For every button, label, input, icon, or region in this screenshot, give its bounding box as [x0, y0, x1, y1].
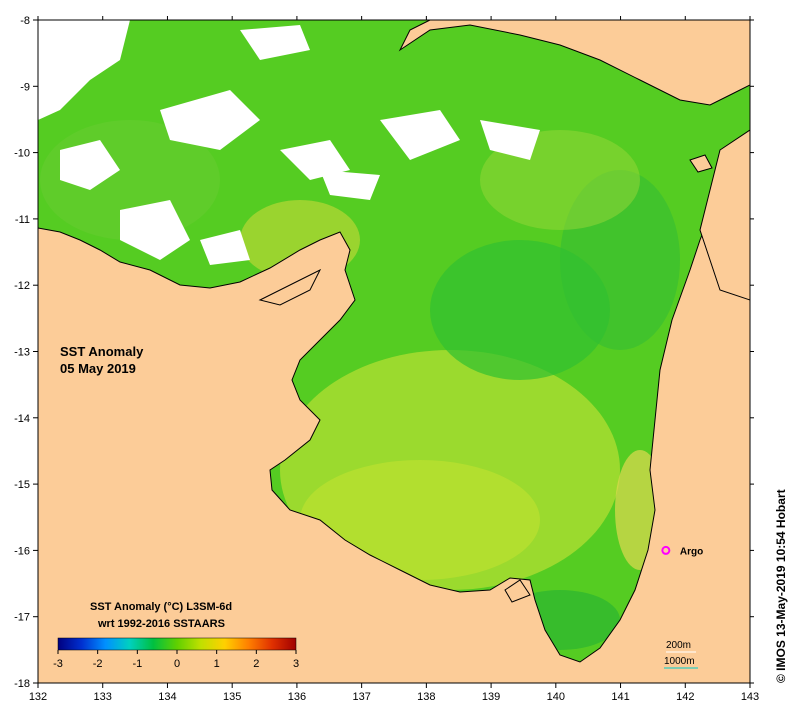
colorbar-bar	[57, 637, 297, 651]
y-tick-label: -14	[14, 413, 30, 425]
colorbar-tick-label: 1	[214, 658, 220, 670]
colorbar-tick-label: -1	[132, 658, 142, 670]
y-tick-label: -11	[15, 214, 30, 226]
contour-1000m-label: 1000m	[664, 656, 695, 667]
contour-legend: 200m 1000m	[664, 640, 698, 669]
map-title-line2: 05 May 2019	[60, 361, 136, 376]
x-tick-label: 136	[288, 691, 306, 703]
x-tick-label: 142	[676, 691, 694, 703]
y-tick-label: -18	[14, 678, 30, 690]
colorbar-tick-label: -3	[53, 658, 63, 670]
y-tick-label: -16	[14, 545, 30, 557]
y-axis: -8-9-10-11-12-13-14-15-16-17-18	[14, 15, 754, 690]
x-tick-label: 139	[482, 691, 500, 703]
contour-200m-label: 200m	[666, 640, 691, 651]
y-tick-label: -15	[14, 479, 30, 491]
colorbar-tick-label: 3	[293, 658, 299, 670]
y-tick-label: -13	[14, 347, 30, 359]
x-tick-label: 140	[547, 691, 565, 703]
colorbar-title-line2: wrt 1992-2016 SSTAARS	[97, 618, 225, 630]
imos-credit: © IMOS 13-May-2019 10:54 Hobart	[774, 489, 788, 683]
colorbar-title-line1: SST Anomaly (°C) L3SM-6d	[90, 601, 232, 613]
argo-label: Argo	[680, 546, 703, 557]
x-tick-label: 143	[741, 691, 759, 703]
y-tick-label: -12	[14, 280, 30, 292]
colorbar-tick-label: 2	[253, 658, 259, 670]
colorbar-ticks: -3 -2 -1 0 1 2 3	[53, 650, 299, 670]
cape-york-land	[699, 129, 750, 301]
y-tick-label: -10	[14, 148, 30, 160]
colorbar: SST Anomaly (°C) L3SM-6d wrt 1992-2016 S…	[53, 601, 299, 670]
land-masses	[38, 20, 750, 683]
x-tick-label: 135	[223, 691, 241, 703]
x-tick-label: 141	[611, 691, 629, 703]
colorbar-tick-label: -2	[93, 658, 103, 670]
x-tick-label: 133	[94, 691, 112, 703]
map-title-line1: SST Anomaly	[60, 344, 144, 359]
map-plot-area	[38, 20, 750, 683]
x-tick-label: 137	[352, 691, 370, 703]
x-tick-label: 134	[158, 691, 176, 703]
y-tick-label: -9	[20, 81, 30, 93]
argo-float-icon	[661, 545, 671, 555]
colorbar-tick-label: 0	[174, 658, 180, 670]
x-tick-label: 138	[417, 691, 435, 703]
y-tick-label: -8	[20, 15, 30, 27]
no-data-patches	[38, 20, 540, 265]
argo-marker: Argo	[661, 545, 703, 557]
y-tick-label: -17	[14, 612, 30, 624]
x-tick-label: 132	[29, 691, 47, 703]
x-axis: 132 133 134 135 136 137 138 139 140 141 142 143	[29, 16, 759, 703]
